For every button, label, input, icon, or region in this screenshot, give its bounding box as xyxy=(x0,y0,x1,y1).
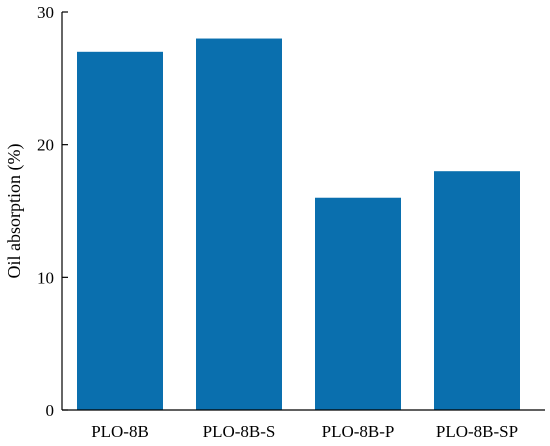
axes-group xyxy=(61,12,545,411)
y-tick-label: 10 xyxy=(37,268,54,287)
x-tick-label: PLO-8B-S xyxy=(203,422,276,441)
x-tick-label: PLO-8B-SP xyxy=(436,422,518,441)
y-tick-label: 30 xyxy=(37,3,54,22)
x-tick-label: PLO-8B-P xyxy=(322,422,395,441)
bar-plo-8b-s xyxy=(196,38,282,411)
bars-group xyxy=(77,38,520,411)
x-tick-label: PLO-8B xyxy=(91,422,149,441)
bar-plo-8b-p xyxy=(315,197,401,410)
bar-plo-8b-sp xyxy=(434,171,520,410)
y-tick-label: 20 xyxy=(37,136,54,155)
y-ticks-group: 0 10 20 30 xyxy=(37,3,68,420)
y-tick-label: 0 xyxy=(46,401,55,420)
bar-plo-8b xyxy=(77,51,163,411)
x-tick-labels-group: PLO-8B PLO-8B-S PLO-8B-P PLO-8B-SP xyxy=(91,422,518,441)
y-axis-title: Oil absorption (%) xyxy=(4,144,25,279)
